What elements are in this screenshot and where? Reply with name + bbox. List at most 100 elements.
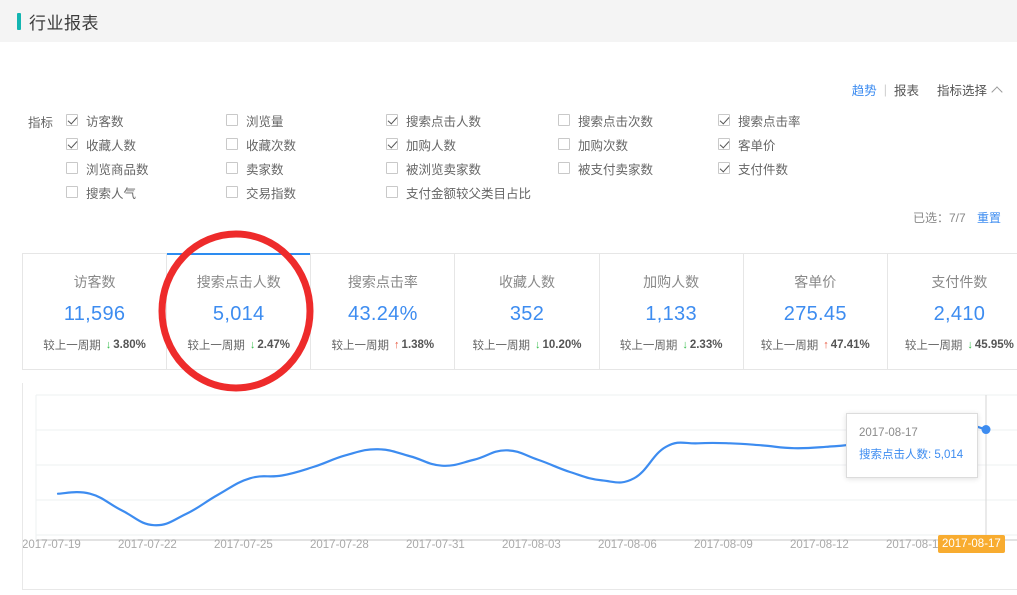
indicator-checkbox-row[interactable]: 客单价 [718, 132, 868, 156]
x-axis-highlighted-tick: 2017-08-17 [938, 535, 1005, 553]
metric-card-name: 支付件数 [931, 274, 988, 290]
indicator-checkbox-row[interactable]: 搜索点击人数 [386, 108, 558, 132]
metric-card[interactable]: 客单价 275.45 较上一周期 ↑ 47.41% [743, 254, 888, 369]
metric-card-name: 搜索点击率 [347, 274, 418, 290]
metric-card-row: 访客数 11,596 较上一周期 ↓ 3.80% 搜索点击人数 5,014 较上一周期 ↓ 2.4… [22, 253, 1017, 370]
checkbox-unchecked-icon[interactable] [66, 162, 78, 174]
tooltip-value: 搜索点击人数: 5,014 [859, 448, 964, 461]
checkbox-checked-icon[interactable] [718, 114, 730, 126]
x-axis-tick: 2017-08-09 [694, 539, 753, 551]
checkbox-unchecked-icon[interactable] [558, 114, 570, 126]
metric-select-toggle[interactable]: 指标选择 [936, 84, 987, 98]
metric-card-value: 2,410 [933, 303, 986, 325]
checkbox-unchecked-icon[interactable] [558, 138, 570, 150]
checkbox-checked-icon[interactable] [66, 138, 78, 150]
metric-card-name: 访客数 [73, 274, 116, 290]
metric-card[interactable]: 加购人数 1,133 较上一周期 ↓ 2.33% [599, 254, 744, 369]
metric-card-value: 11,596 [63, 303, 126, 325]
metric-card[interactable]: 收藏人数 352 较上一周期 ↓ 10.20% [455, 254, 600, 369]
checkbox-unchecked-icon[interactable] [226, 186, 238, 198]
checkbox-checked-icon[interactable] [718, 138, 730, 150]
indicator-checkbox-row[interactable]: 卖家数 [226, 156, 386, 180]
trend-chart-panel[interactable]: 2017-07-19 2017-07-22 2017-07-25 2017-07-28… [22, 383, 1017, 590]
indicator-checkbox-row[interactable]: 搜索点击率 [718, 108, 868, 132]
checkbox-checked-icon[interactable] [386, 114, 398, 126]
metric-delta-prefix: 较上一周期 [472, 340, 530, 352]
indicator-checkbox-row[interactable]: 交易指数 [226, 180, 386, 204]
metric-card-value: 275.45 [783, 303, 847, 325]
arrow-down-icon: ↓ [534, 338, 541, 351]
metric-card-name: 加购人数 [643, 274, 700, 290]
tab-trend[interactable]: 趋势 [851, 84, 877, 98]
metric-card[interactable]: 访客数 11,596 较上一周期 ↓ 3.80% [23, 254, 168, 369]
arrow-down-icon: ↓ [105, 338, 112, 351]
arrow-up-icon: ↑ [394, 338, 400, 351]
checkbox-checked-icon[interactable] [718, 162, 730, 174]
metric-card[interactable]: 搜索点击人数 5,014 较上一周期 ↓ 2.47% [167, 253, 312, 369]
tooltip-date: 2017-08-17 [859, 427, 918, 439]
indicator-checkbox-row[interactable]: 搜索点击次数 [558, 108, 718, 132]
checkbox-unchecked-icon[interactable] [226, 114, 238, 126]
x-axis-tick: 2017-08-12 [790, 539, 849, 551]
selected-count-row: 已选：7/7 重置 [913, 209, 1001, 226]
checkbox-unchecked-icon[interactable] [558, 162, 570, 174]
indicator-panel: 指标 访客数收藏人数浏览商品数 搜索人气 浏览量收藏次数 卖家数 交易指数 搜索点击人数加… [0, 108, 1017, 204]
metric-delta-prefix: 较上一周期 [187, 340, 245, 352]
checkbox-unchecked-icon[interactable] [226, 162, 238, 174]
metric-card-delta: 较上一周期 ↓ 10.20% [472, 337, 581, 353]
metric-card-delta: 较上一周期 ↓ 3.80% [43, 337, 146, 353]
metric-card-value: 1,133 [645, 303, 697, 325]
chart-highlight-point[interactable] [981, 425, 991, 435]
checkbox-checked-icon[interactable] [66, 114, 78, 126]
tab-report[interactable]: 报表 [893, 84, 919, 98]
indicator-column-1: 访客数收藏人数浏览商品数 搜索人气 [66, 108, 226, 204]
indicator-checkbox-row[interactable]: 收藏次数 [226, 132, 386, 156]
indicator-label: 被支付卖家数 [578, 162, 654, 177]
checkbox-unchecked-icon[interactable] [386, 162, 398, 174]
trend-line-chart[interactable] [23, 383, 1017, 588]
checkbox-unchecked-icon[interactable] [66, 186, 78, 198]
chart-series-line [56, 418, 988, 527]
indicator-checkbox-row[interactable]: 加购次数 [558, 132, 718, 156]
metric-card-delta: 较上一周期 ↓ 2.47% [187, 337, 290, 353]
indicator-column-4: 搜索点击次数 加购次数被支付卖家数 [558, 108, 718, 204]
arrow-down-icon: ↓ [967, 338, 973, 351]
reset-button[interactable]: 重置 [976, 211, 1001, 225]
metric-delta-value: 2.33% [689, 339, 723, 351]
metric-card[interactable]: 支付件数 2,410 较上一周期 ↓ 45.95% [887, 254, 1017, 369]
arrow-down-icon: ↓ [249, 338, 256, 351]
checkbox-checked-icon[interactable] [386, 138, 398, 150]
metric-delta-value: 1.38% [401, 339, 435, 351]
x-axis-tick: 2017-07-22 [118, 539, 177, 551]
page-header: 行业报表 [0, 0, 1017, 42]
indicator-checkbox-row[interactable]: 浏览商品数 [66, 156, 226, 180]
arrow-down-icon: ↓ [682, 338, 688, 351]
indicator-checkbox-row[interactable]: 加购人数 [386, 132, 558, 156]
metric-card[interactable]: 搜索点击率 43.24% 较上一周期 ↑ 1.38% [311, 254, 456, 369]
indicator-checkbox-row[interactable]: 被支付卖家数 [558, 156, 718, 180]
indicator-checkbox-row[interactable]: 支付件数 [718, 156, 868, 180]
x-axis-tick: 2017-08-03 [502, 539, 561, 551]
metric-card-value: 43.24% [348, 303, 418, 325]
indicator-panel-label: 指标 [28, 116, 54, 130]
indicator-checkbox-row[interactable]: 收藏人数 [66, 132, 226, 156]
metric-card-name: 收藏人数 [498, 274, 555, 290]
metric-delta-prefix: 较上一周期 [760, 340, 819, 352]
checkbox-unchecked-icon[interactable] [226, 138, 238, 150]
indicator-checkbox-row[interactable]: 搜索人气 [66, 180, 226, 204]
indicator-checkbox-row[interactable]: 浏览量 [226, 108, 386, 132]
chevron-up-icon[interactable] [991, 85, 1003, 98]
indicator-checkbox-row[interactable]: 访客数 [66, 108, 226, 132]
checkbox-unchecked-icon[interactable] [386, 186, 398, 198]
toolbar-separator: | [883, 82, 887, 97]
indicator-label: 收藏人数 [86, 138, 137, 153]
indicator-label: 客单价 [738, 138, 776, 153]
x-axis-tick: 2017-08-15 [886, 539, 945, 551]
arrow-up-icon: ↑ [823, 338, 829, 351]
indicator-checkbox-row[interactable]: 支付金额较父类目占比 [386, 180, 558, 204]
indicator-checkbox-row[interactable]: 被浏览卖家数 [386, 156, 558, 180]
view-toolbar: 趋势 | 报表 指标选择 [851, 80, 1003, 99]
indicator-label: 浏览量 [246, 114, 284, 129]
metric-delta-value: 2.47% [257, 339, 291, 351]
